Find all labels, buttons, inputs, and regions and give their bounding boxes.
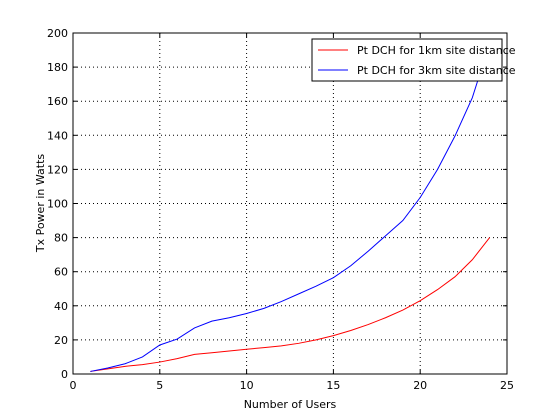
x-tick-label: 20 xyxy=(413,379,427,392)
x-tick-label: 5 xyxy=(156,379,163,392)
series-layer xyxy=(90,70,491,372)
y-tick-label: 20 xyxy=(54,334,68,347)
legend: Pt DCH for 1km site distance Pt DCH for … xyxy=(311,38,516,82)
x-tick-label: 15 xyxy=(326,379,340,392)
x-tick-label: 10 xyxy=(240,379,254,392)
y-tick-label: 140 xyxy=(47,129,68,142)
y-tick-label: 80 xyxy=(54,232,68,245)
y-tick-label: 60 xyxy=(54,266,68,279)
y-tick-label: 200 xyxy=(47,27,68,40)
x-tick-label: 25 xyxy=(500,379,514,392)
series-line-3km xyxy=(90,70,482,372)
y-tick-label: 0 xyxy=(61,368,68,381)
y-axis-label: Tx Power in Watts xyxy=(34,154,47,254)
legend-entry-3km: Pt DCH for 3km site distance xyxy=(357,64,516,77)
series-line-1km xyxy=(90,237,491,372)
y-tick-label: 100 xyxy=(47,198,68,211)
legend-entry-1km: Pt DCH for 1km site distance xyxy=(357,44,516,57)
y-tick-label: 160 xyxy=(47,95,68,108)
grid-lines xyxy=(73,33,507,374)
x-axis-label: Number of Users xyxy=(244,398,337,411)
x-tick-label: 0 xyxy=(70,379,77,392)
y-tick-label: 180 xyxy=(47,61,68,74)
y-tick-label: 40 xyxy=(54,300,68,313)
legend-box xyxy=(311,38,503,82)
axis-ticks: 0 5 10 15 20 25 0 20 40 60 80 100 120 140 160 180 200 xyxy=(47,27,514,392)
y-tick-label: 120 xyxy=(47,163,68,176)
